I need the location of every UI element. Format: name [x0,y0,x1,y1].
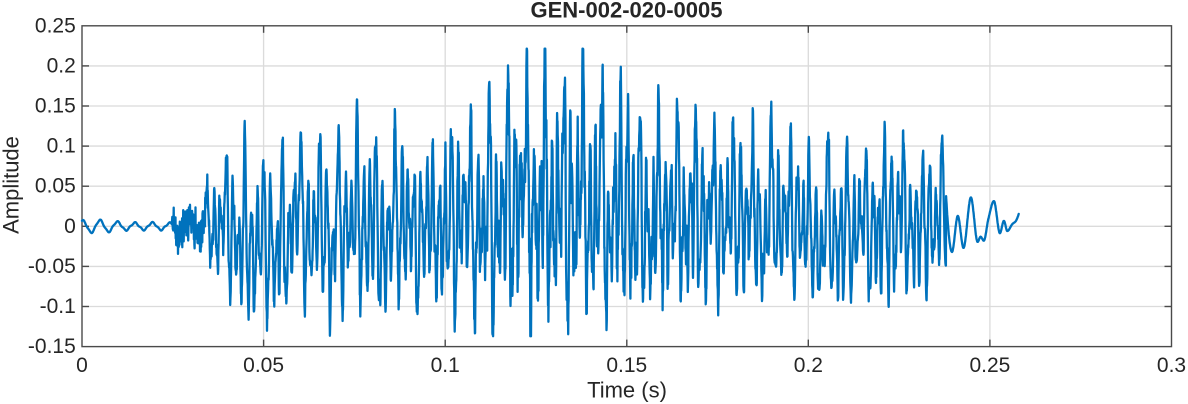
svg-text:-0.1: -0.1 [40,295,76,318]
svg-text:0.15: 0.15 [606,354,647,377]
svg-text:0: 0 [64,215,76,238]
svg-text:0.3: 0.3 [1157,354,1186,377]
svg-text:Amplitude: Amplitude [0,136,24,234]
svg-text:GEN-002-020-0005: GEN-002-020-0005 [530,0,722,23]
svg-text:Time (s): Time (s) [587,378,667,403]
svg-text:-0.05: -0.05 [28,255,76,278]
svg-text:0.05: 0.05 [243,354,284,377]
svg-text:0.1: 0.1 [47,135,76,158]
svg-text:0: 0 [76,354,88,377]
svg-text:0.25: 0.25 [35,14,76,37]
svg-text:-0.15: -0.15 [28,335,76,358]
svg-text:0.25: 0.25 [969,354,1010,377]
svg-text:0.15: 0.15 [35,95,76,118]
svg-text:0.2: 0.2 [794,354,823,377]
svg-text:0.2: 0.2 [47,54,76,77]
svg-text:0.1: 0.1 [431,354,460,377]
svg-text:0.05: 0.05 [35,175,76,198]
